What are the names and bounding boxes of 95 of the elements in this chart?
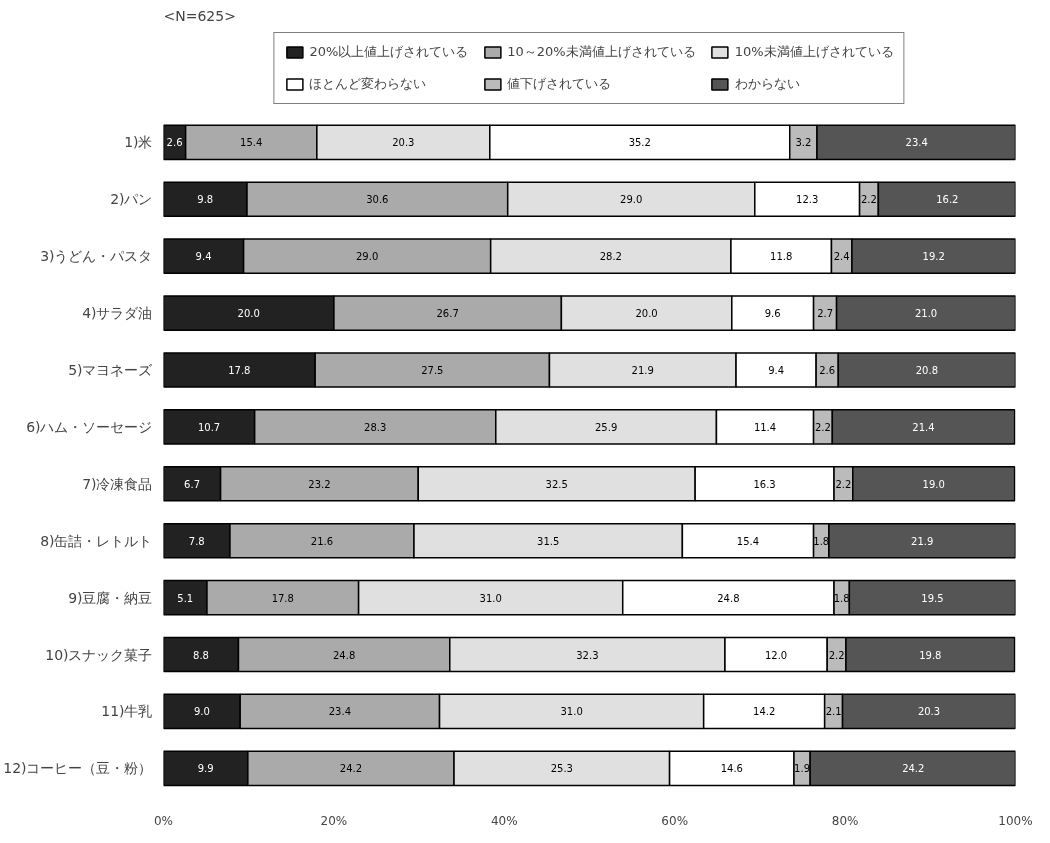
data-label: 9.6 — [764, 308, 781, 320]
data-label: 10.7 — [197, 421, 221, 433]
x-tick-label: 0% — [153, 813, 174, 828]
data-label: 29.0 — [620, 194, 643, 206]
y-tick-label: 12)コーヒー（豆・粉） — [3, 760, 153, 777]
data-label: 9.4 — [195, 251, 212, 263]
legend-label: 値下げされている — [507, 75, 612, 93]
y-tick-label: 9)豆腐・納豆 — [68, 589, 153, 606]
data-label: 9.0 — [193, 706, 210, 718]
data-label: 11.4 — [753, 421, 777, 433]
data-label: 15.4 — [736, 535, 760, 547]
data-label: 21.9 — [631, 364, 654, 376]
data-label: 2.2 — [815, 421, 831, 433]
data-label: 23.4 — [905, 137, 928, 149]
data-label: 14.6 — [720, 763, 743, 775]
data-label: 17.8 — [271, 592, 294, 604]
data-label: 2.6 — [166, 137, 183, 149]
text: <N=625> — [163, 7, 236, 24]
x-tick-label: 100% — [998, 813, 1033, 828]
legend-label: ほとんど変わらない — [309, 75, 427, 93]
data-label: 24.2 — [902, 763, 925, 775]
data-label: 25.9 — [594, 421, 618, 433]
data-label: 23.2 — [308, 478, 331, 490]
data-label: 12.0 — [764, 649, 788, 661]
x-tick-label: 60% — [661, 813, 689, 828]
data-label: 11.8 — [770, 251, 793, 263]
legend-label: 10%未満値上げされている — [734, 43, 894, 61]
y-tick-label: 6)ハム・ソーセージ — [26, 418, 153, 435]
y-tick-label: 4)サラダ油 — [82, 305, 153, 322]
data-label: 2.2 — [828, 649, 845, 661]
data-label: 24.2 — [339, 763, 363, 775]
data-label: 20.3 — [917, 706, 941, 718]
data-label: 28.3 — [364, 421, 387, 433]
data-label: 12.3 — [796, 194, 819, 206]
data-label: 14.2 — [753, 706, 776, 718]
data-label: 28.2 — [599, 251, 622, 263]
y-tick-label: 1)米 — [124, 134, 153, 151]
x-tick-label: 40% — [490, 813, 518, 828]
data-label: 21.4 — [912, 421, 935, 433]
y-tick-label: 2)パン — [110, 191, 153, 208]
data-label: 20.0 — [237, 308, 260, 320]
data-label: 21.9 — [911, 535, 934, 547]
y-tick-label: 7)冷凍食品 — [82, 475, 153, 492]
data-label: 31.0 — [479, 592, 502, 604]
data-label: 23.4 — [328, 706, 351, 718]
data-label: 20.8 — [915, 364, 939, 376]
data-label: 30.6 — [366, 194, 389, 206]
x-tick-label: 20% — [320, 813, 348, 828]
legend-label: 10～20%未満値上げされている — [507, 43, 696, 61]
data-label: 21.0 — [914, 308, 938, 320]
data-label: 25.3 — [550, 763, 573, 775]
data-label: 2.2 — [835, 478, 852, 490]
data-label: 20.0 — [635, 308, 658, 320]
data-label: 2.2 — [861, 194, 877, 206]
y-tick-label: 3)うどん・パスタ — [40, 248, 153, 265]
data-label: 32.3 — [576, 649, 599, 661]
data-label: 2.7 — [817, 308, 834, 320]
data-label: 31.0 — [560, 706, 583, 718]
legend-label: 20%以上値上げされている — [309, 43, 469, 61]
data-label: 6.7 — [184, 478, 200, 490]
data-label: 17.8 — [228, 364, 251, 376]
data-label: 32.5 — [545, 478, 568, 490]
data-label: 35.2 — [628, 137, 651, 149]
legend-label: わからない — [734, 75, 800, 93]
data-label: 16.3 — [753, 478, 776, 490]
data-label: 3.2 — [795, 137, 812, 149]
data-label: 27.5 — [421, 364, 444, 376]
data-label: 31.5 — [537, 535, 560, 547]
data-label: 19.2 — [922, 251, 945, 263]
data-label: 19.5 — [921, 592, 944, 604]
data-label: 24.8 — [332, 649, 356, 661]
data-label: 24.8 — [717, 592, 740, 604]
y-tick-label: 10)スナック菓子 — [45, 646, 153, 663]
data-label: 29.0 — [356, 251, 379, 263]
y-tick-label: 5)マヨネーズ — [68, 361, 154, 378]
y-tick-label: 11)牛乳 — [101, 703, 153, 720]
data-label: 21.6 — [310, 535, 334, 547]
data-label: 9.9 — [197, 763, 214, 775]
data-label: 8.8 — [193, 649, 209, 661]
data-label: 19.8 — [919, 649, 942, 661]
data-label: 5.1 — [177, 592, 194, 604]
data-label: 9.4 — [768, 364, 785, 376]
data-label: 1.8 — [813, 535, 830, 547]
y-tick-label: 8)缶詰・レトルト — [40, 532, 153, 549]
data-label: 15.4 — [240, 137, 263, 149]
data-label: 9.8 — [197, 194, 214, 206]
data-label: 7.8 — [188, 535, 205, 547]
data-label: 2.6 — [819, 364, 836, 376]
x-tick-label: 80% — [831, 813, 859, 828]
data-label: 20.3 — [392, 137, 415, 149]
data-label: 2.4 — [833, 251, 850, 263]
data-label: 19.0 — [922, 478, 945, 490]
data-label: 16.2 — [936, 194, 959, 206]
data-label: 26.7 — [436, 308, 459, 320]
data-label: 2.1 — [825, 706, 842, 718]
